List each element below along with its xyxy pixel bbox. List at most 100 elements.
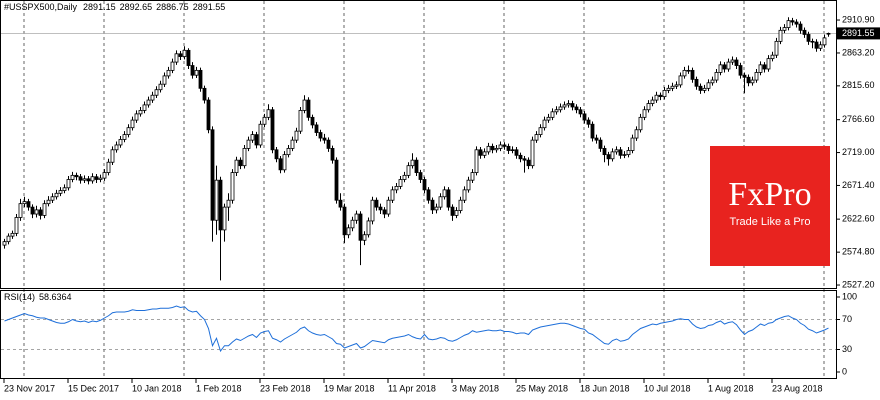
high: 2892.65 [120,2,153,12]
candle-body [6,235,11,243]
candle-body [58,190,63,194]
candle-body [310,116,315,126]
candle-body [806,34,811,42]
low: 2886.75 [156,2,189,12]
x-tick-label: 18 Jun 2018 [580,383,630,393]
candle-body [514,149,519,156]
candle-body [658,94,663,98]
y-tick-label: 2574.80 [842,247,875,257]
x-tick-label: 1 Feb 2018 [196,383,242,393]
y-tick-label: 2815.60 [842,80,875,90]
candle-body [670,85,675,89]
candle-body [650,99,655,104]
candle-body [590,123,595,139]
candle-body [46,199,51,205]
candle-body [98,177,103,180]
candle-body [594,137,599,141]
candle-body [346,227,351,236]
candle-body [254,134,259,146]
candle-body [102,172,107,179]
candle-body [250,134,255,141]
price-pane [0,0,837,289]
candle-body [286,148,291,156]
candle-body [26,201,31,208]
candle-body [826,32,831,35]
candle-body [726,61,731,70]
candle-body [258,123,263,146]
x-tick-label: 10 Jul 2018 [644,383,691,393]
candle-body [2,241,7,246]
candle-body [778,29,783,42]
candle-body [134,113,139,121]
candle-body [630,137,635,151]
candle-body [734,59,739,66]
candle-body [642,109,647,118]
candle-body [686,69,691,72]
candle-body [614,149,619,153]
candle-body [158,83,163,91]
candle-body [226,199,231,208]
rsi-header: RSI(14) 58.6364 [4,292,72,302]
candle-body [818,44,823,49]
candle-body [34,209,39,215]
candle-body [746,76,751,84]
candle-body [574,106,579,111]
candle-body [538,127,543,136]
candle-body [398,179,403,187]
candle-body [170,61,175,71]
candle-body [198,69,203,89]
candle-body [770,54,775,60]
candle-body [414,159,419,173]
candle-body [266,109,271,118]
candle-body [654,94,659,101]
logo-name: FxPro [728,176,811,213]
last-price-label: 2891.55 [842,28,875,38]
candle-body [754,72,759,81]
candle-body [506,145,511,151]
candle-body [718,64,723,73]
candle-body [570,103,575,108]
candle-body [378,206,383,211]
candle-body [142,104,147,111]
candle-body [322,137,327,141]
candle-body [314,124,319,133]
candle-body [466,179,471,191]
candle-body [218,179,223,231]
candle-body [454,210,459,216]
y-tick-label: 0 [842,366,847,376]
candle-body [730,59,735,63]
candle-body [526,159,531,167]
candle-body [822,37,827,46]
candle-body [126,127,131,136]
candle-body [782,27,787,31]
symbol-header: #USSPX500,Daily 2891.15 2892.65 2886.75 2891… [4,2,225,12]
candle-body [714,72,719,81]
candle-body [674,84,679,87]
candle-body [470,172,475,181]
candle-body [494,148,499,151]
candle-body [458,199,463,211]
candle-body [162,75,167,85]
candle-body [546,116,551,121]
candle-body [366,220,371,236]
x-tick-label: 25 May 2018 [516,383,568,393]
y-tick-label: 2766.60 [842,114,875,124]
candle-body [326,139,331,149]
candle-body [766,58,771,70]
candle-body [146,99,151,106]
candle-body [738,65,743,76]
candle-body [206,99,211,131]
candle-body [270,109,275,151]
candle-body [154,89,159,96]
candle-body [342,206,347,236]
y-tick-label: 70 [842,314,852,324]
candle-body [294,130,299,141]
candle-body [62,187,67,191]
candle-body [242,148,247,167]
candle-body [566,103,571,106]
candle-body [610,151,615,160]
candle-body [338,199,343,208]
candle-body [430,199,435,211]
candle-body [182,49,187,57]
candle-body [450,206,455,216]
